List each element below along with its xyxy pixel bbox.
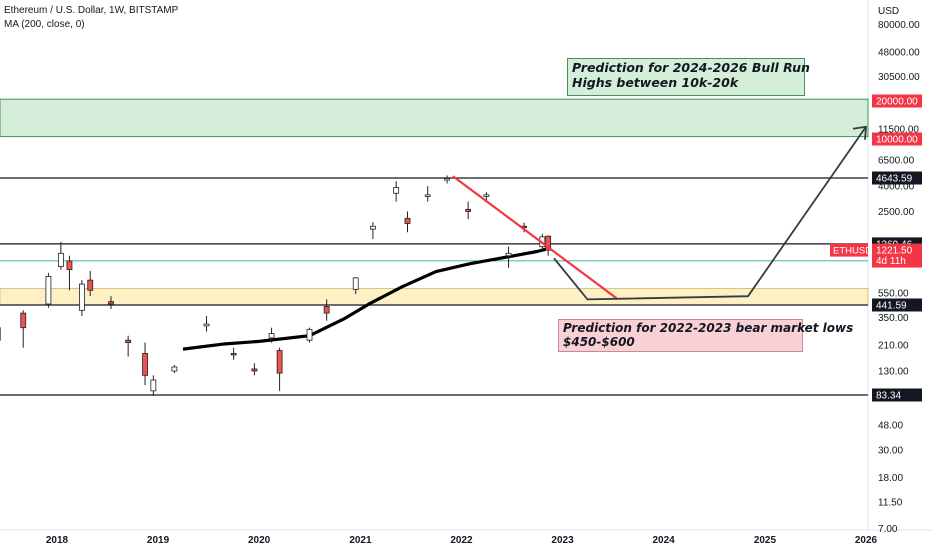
- y-tick-label: 11500.00: [878, 125, 919, 136]
- level-label-10000.00: 10000.00: [876, 135, 918, 146]
- candle-body: [79, 283, 85, 311]
- candle-body: [108, 301, 114, 305]
- candle-body: [306, 329, 313, 341]
- bear-market-prediction-note: Prediction for 2022-2023 bear market low…: [558, 319, 853, 352]
- level-label-10000.00-bg: [872, 132, 922, 146]
- bull-run-prediction-note: Prediction for 2024-2026 Bull Run Highs …: [567, 58, 810, 96]
- bar-countdown-label: 4d 11h: [876, 256, 906, 267]
- x-tick-label-2019: 2019: [147, 535, 170, 546]
- x-tick-label-2025: 2025: [754, 535, 777, 546]
- y-tick-label: 11.50: [878, 497, 903, 508]
- y-tick-label: 30.00: [878, 446, 903, 457]
- level-label-20000.00: 20000.00: [876, 97, 918, 108]
- level-label-83.34: 83.34: [876, 391, 901, 402]
- y-tick-label: 2500.00: [878, 207, 915, 218]
- candle-body: [323, 306, 330, 314]
- y-tick-label: 18.00: [878, 473, 903, 484]
- x-tick-label-2026: 2026: [855, 535, 878, 546]
- candle-body: [505, 252, 512, 257]
- candle-body: [142, 353, 148, 376]
- symbol-tag-bg: [830, 243, 868, 257]
- y-tick-label: 7.00: [878, 524, 898, 535]
- candle-body: [171, 366, 178, 372]
- downtrend-line: [452, 175, 618, 300]
- candle-body: [150, 379, 157, 392]
- candle-body: [125, 339, 132, 344]
- indicator-legend: MA (200, close, 0): [4, 19, 85, 30]
- candle-body: [203, 323, 210, 327]
- candle-body: [483, 194, 490, 197]
- x-tick-label-2023: 2023: [551, 535, 574, 546]
- level-label-4643.59-bg: [872, 171, 922, 185]
- x-tick-label-2018: 2018: [46, 535, 69, 546]
- candle-body: [370, 225, 376, 230]
- bull-target-zone: [0, 98, 869, 138]
- current-price-label: 1221.50: [876, 246, 913, 257]
- candle-body: [352, 277, 359, 290]
- candle-body: [465, 208, 472, 212]
- y-tick-label: 48000.00: [878, 47, 920, 58]
- candle-body: [57, 252, 64, 267]
- level-label-83.34-bg: [872, 388, 922, 402]
- candle-body: [87, 279, 94, 291]
- candle-body: [444, 178, 451, 181]
- level-label-441.59-bg: [872, 298, 922, 312]
- y-tick-label: 550.00: [878, 289, 909, 300]
- level-label-441.59: 441.59: [876, 300, 907, 311]
- x-tick-label-2021: 2021: [349, 535, 372, 546]
- candle-body: [230, 353, 237, 356]
- price-projection-path: [553, 126, 867, 301]
- candle-body: [251, 368, 258, 372]
- symbol-title: Ethereum / U.S. Dollar, 1W, BITSTAMP: [4, 5, 179, 16]
- candle-body: [424, 194, 431, 197]
- candle-body: [393, 187, 400, 194]
- symbol-tag: ETHUSD: [833, 246, 872, 257]
- candle-body: [404, 217, 411, 224]
- current-price-tag-bg: [872, 243, 922, 268]
- x-tick-label-2020: 2020: [248, 535, 271, 546]
- y-tick-label: 4000.00: [878, 182, 915, 193]
- projection-arrowhead: [852, 125, 867, 140]
- candle-body: [545, 235, 552, 251]
- x-tick-label-2024: 2024: [652, 535, 675, 546]
- y-tick-label: 30500.00: [878, 72, 920, 83]
- x-tick-label-2022: 2022: [450, 535, 473, 546]
- price-axis-unit: USD: [878, 6, 899, 17]
- candle-body: [276, 350, 283, 374]
- y-tick-label: 130.00: [878, 367, 909, 378]
- level-label-20000.00-bg: [872, 94, 922, 108]
- y-tick-label: 80000.00: [878, 20, 920, 31]
- y-tick-label: 6500.00: [878, 155, 915, 166]
- level-label-4643.59: 4643.59: [876, 174, 913, 185]
- y-tick-label: 350.00: [878, 313, 909, 324]
- candle-body: [66, 260, 73, 271]
- candle-body: [268, 333, 275, 339]
- y-tick-label: 210.00: [878, 341, 909, 352]
- candle-body: [20, 312, 27, 329]
- y-tick-label: 48.00: [878, 420, 903, 431]
- candle-body: [45, 276, 52, 305]
